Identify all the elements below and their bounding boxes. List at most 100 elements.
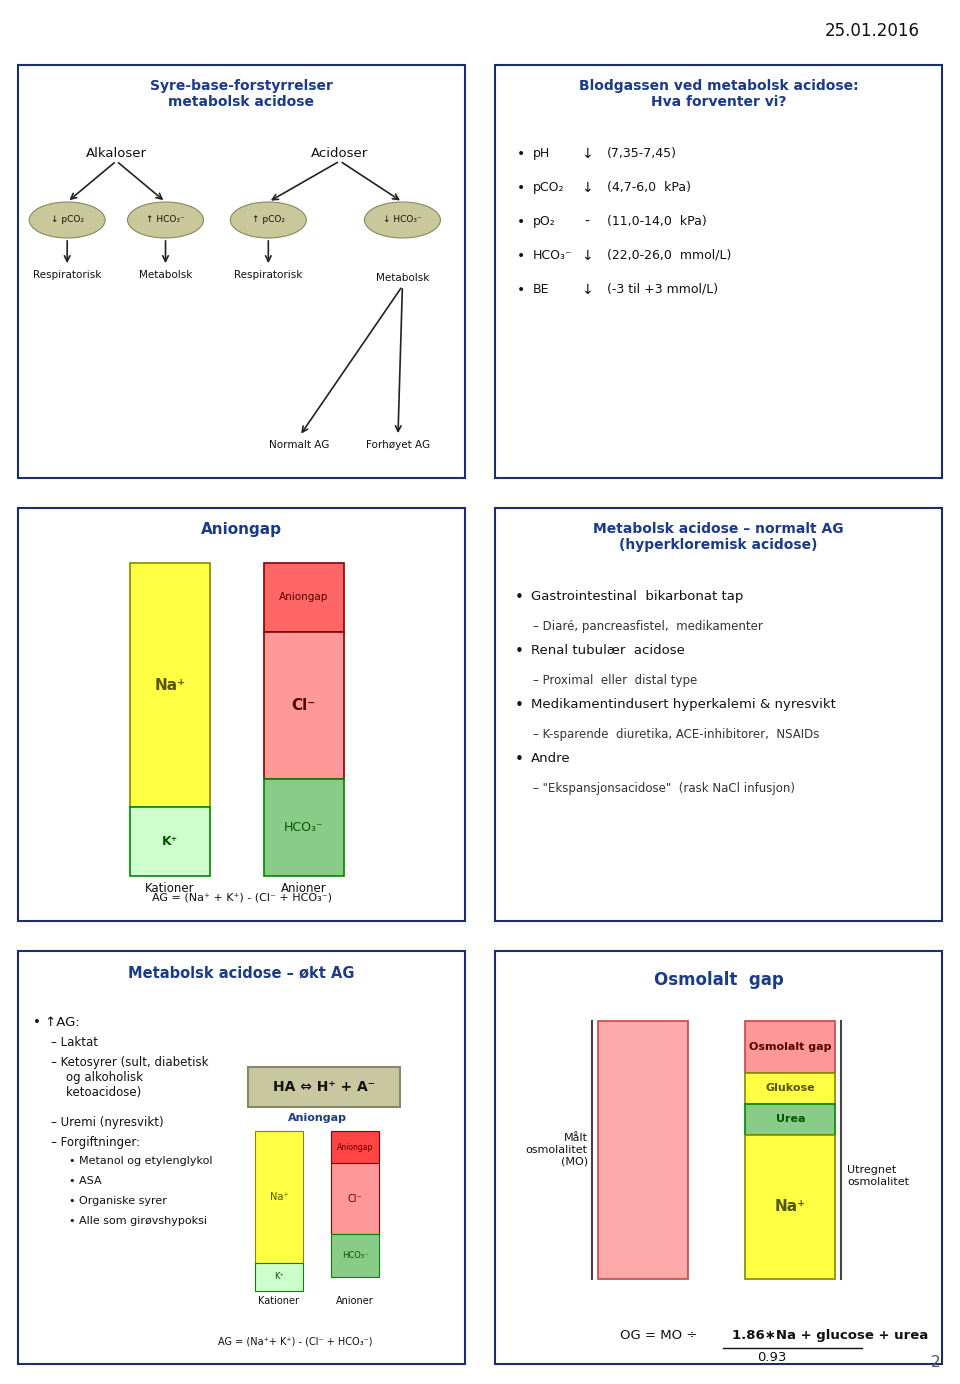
Text: HA ⇔ H⁺ + A⁻: HA ⇔ H⁺ + A⁻ [274, 1080, 375, 1093]
Text: Alkaloser: Alkaloser [85, 147, 147, 161]
Bar [264, 779, 344, 876]
Text: 1.86∗Na + glucose + urea: 1.86∗Na + glucose + urea [732, 1329, 928, 1342]
Text: Målt
osmolalitet
(MO): Målt osmolalitet (MO) [526, 1133, 588, 1167]
Text: Kationer: Kationer [145, 882, 195, 895]
Text: – Diaré, pancreasfistel,  medikamenter: – Diaré, pancreasfistel, medikamenter [533, 620, 763, 632]
Text: Na⁺: Na⁺ [155, 678, 185, 692]
Text: •: • [517, 181, 525, 195]
FancyBboxPatch shape [18, 951, 465, 1365]
Text: Cl⁻: Cl⁻ [348, 1193, 362, 1204]
Text: •: • [515, 752, 524, 767]
Text: Aniongap: Aniongap [201, 522, 282, 537]
Text: (-3 til +3 mmol/L): (-3 til +3 mmol/L) [607, 282, 718, 296]
Text: Anioner: Anioner [336, 1297, 373, 1306]
Bar [331, 1131, 379, 1163]
FancyBboxPatch shape [495, 508, 942, 920]
Text: (22,0-26,0  mmol/L): (22,0-26,0 mmol/L) [607, 249, 732, 262]
Text: – "Ekspansjonsacidose"  (rask NaCl infusjon): – "Ekspansjonsacidose" (rask NaCl infusj… [533, 782, 795, 794]
Bar [745, 1073, 835, 1103]
Text: (11,0-14,0  kPa): (11,0-14,0 kPa) [607, 215, 707, 228]
Text: Syre-base-forstyrrelser
metabolsk acidose: Syre-base-forstyrrelser metabolsk acidos… [150, 79, 333, 109]
Text: ↓: ↓ [581, 181, 593, 195]
Text: BE: BE [533, 282, 549, 296]
Text: Aniongap: Aniongap [279, 592, 328, 602]
Text: 2: 2 [930, 1355, 940, 1370]
Bar [255, 1262, 303, 1291]
Text: ↑ pCO₂: ↑ pCO₂ [252, 216, 285, 224]
Text: Forhøyet AG: Forhøyet AG [366, 440, 430, 450]
Text: – K-sparende  diuretika, ACE-inhibitorer,  NSAIDs: – K-sparende diuretika, ACE-inhibitorer,… [533, 728, 820, 740]
Text: Renal tubulær  acidose: Renal tubulær acidose [531, 644, 684, 657]
Bar [130, 563, 209, 807]
Text: Na⁺: Na⁺ [270, 1192, 288, 1201]
Text: Metabolsk acidose – normalt AG
(hyperkloremisk acidose): Metabolsk acidose – normalt AG (hyperklo… [593, 522, 844, 552]
Text: •: • [515, 698, 524, 713]
Text: •: • [515, 590, 524, 605]
Text: •: • [517, 282, 525, 298]
Text: ↓: ↓ [581, 282, 593, 298]
Ellipse shape [128, 202, 204, 238]
Text: •: • [517, 249, 525, 263]
Text: ↓ pCO₂: ↓ pCO₂ [51, 216, 84, 224]
Text: Aniongap: Aniongap [288, 1113, 347, 1122]
Text: Na⁺: Na⁺ [775, 1200, 805, 1214]
Text: •: • [517, 147, 525, 161]
Text: – Laktat: – Laktat [51, 1037, 98, 1049]
Bar [264, 632, 344, 779]
Text: •: • [517, 215, 525, 228]
Ellipse shape [230, 202, 306, 238]
Text: Metabolsk: Metabolsk [375, 273, 429, 282]
Text: Urea: Urea [776, 1114, 805, 1124]
Text: Utregnet
osmolalitet: Utregnet osmolalitet [848, 1165, 909, 1186]
Bar [255, 1131, 303, 1262]
Text: HCO₃⁻: HCO₃⁻ [342, 1251, 368, 1259]
Text: pH: pH [533, 147, 550, 161]
Text: Metabolsk: Metabolsk [139, 270, 192, 280]
Text: ↓: ↓ [581, 249, 593, 263]
Text: K⁺: K⁺ [274, 1272, 284, 1282]
Bar [331, 1163, 379, 1235]
Text: Anioner: Anioner [281, 882, 326, 895]
Text: • Metanol og etylenglykol: • Metanol og etylenglykol [69, 1156, 212, 1165]
FancyBboxPatch shape [18, 508, 465, 920]
Bar [745, 1021, 835, 1073]
Text: Blodgassen ved metabolsk acidose:
Hva forventer vi?: Blodgassen ved metabolsk acidose: Hva fo… [579, 79, 858, 109]
Text: HCO₃⁻: HCO₃⁻ [533, 249, 572, 262]
FancyBboxPatch shape [18, 65, 465, 477]
Text: 25.01.2016: 25.01.2016 [825, 22, 920, 40]
Text: ↓: ↓ [581, 147, 593, 161]
Text: • Alle som girøvshypoksi: • Alle som girøvshypoksi [69, 1217, 207, 1226]
Text: Cl⁻: Cl⁻ [292, 698, 316, 713]
Text: Andre: Andre [531, 752, 570, 765]
Text: (7,35-7,45): (7,35-7,45) [607, 147, 677, 161]
Text: – Proximal  eller  distal type: – Proximal eller distal type [533, 674, 697, 686]
Text: – Ketosyrer (sult, diabetisk
    og alkoholisk
    ketoacidose): – Ketosyrer (sult, diabetisk og alkoholi… [51, 1056, 208, 1099]
Text: •: • [515, 644, 524, 659]
Text: Respiratorisk: Respiratorisk [33, 270, 102, 280]
Bar [745, 1135, 835, 1279]
Ellipse shape [365, 202, 441, 238]
Bar [598, 1021, 687, 1279]
Text: Acidoser: Acidoser [311, 147, 369, 161]
Bar [130, 807, 209, 876]
Text: Metabolsk acidose – økt AG: Metabolsk acidose – økt AG [129, 965, 355, 980]
Text: – Uremi (nyresvikt): – Uremi (nyresvikt) [51, 1116, 163, 1129]
Text: -: - [585, 215, 589, 228]
Text: K⁺: K⁺ [161, 835, 178, 848]
Text: pO₂: pO₂ [533, 215, 556, 228]
Text: Normalt AG: Normalt AG [270, 440, 330, 450]
Text: • Organiske syrer: • Organiske syrer [69, 1196, 167, 1205]
Text: HCO₃⁻: HCO₃⁻ [284, 821, 324, 835]
Text: pCO₂: pCO₂ [533, 181, 564, 194]
FancyBboxPatch shape [495, 951, 942, 1365]
Text: Osmolalt  gap: Osmolalt gap [654, 972, 783, 990]
Text: – Forgiftninger:: – Forgiftninger: [51, 1136, 140, 1149]
Text: (4,7-6,0  kPa): (4,7-6,0 kPa) [607, 181, 691, 194]
Bar [745, 1103, 835, 1135]
Text: AG = (Na⁺ + K⁺) - (Cl⁻ + HCO₃⁻): AG = (Na⁺ + K⁺) - (Cl⁻ + HCO₃⁻) [152, 893, 331, 902]
Text: Aniongap: Aniongap [337, 1143, 373, 1151]
Text: Gastrointestinal  bikarbonat tap: Gastrointestinal bikarbonat tap [531, 590, 743, 603]
Bar [331, 1235, 379, 1277]
Text: ↓ HCO₃⁻: ↓ HCO₃⁻ [383, 216, 421, 224]
Text: 0.93: 0.93 [757, 1351, 787, 1365]
